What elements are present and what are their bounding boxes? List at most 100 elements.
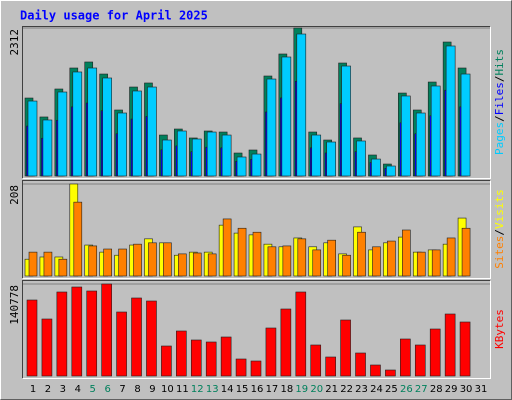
- bar: [102, 77, 112, 177]
- bar: [147, 86, 157, 177]
- bar: [430, 85, 441, 177]
- bar: [386, 165, 396, 177]
- x-tick-label: 23: [355, 384, 368, 395]
- legend-separator: /: [493, 229, 506, 236]
- bar: [176, 330, 187, 377]
- bar: [207, 253, 217, 277]
- bar: [43, 251, 53, 277]
- bar: [357, 231, 366, 277]
- bar: [431, 249, 441, 277]
- x-tick-label: 19: [295, 384, 308, 395]
- y-tick-label: 208: [8, 185, 21, 205]
- bar: [355, 352, 366, 377]
- bar: [222, 218, 232, 277]
- bar: [340, 319, 351, 377]
- x-tick-label: 18: [280, 384, 293, 395]
- x-tick-label: 16: [251, 384, 264, 395]
- bar: [27, 100, 38, 177]
- legend-entry: KBytes: [493, 309, 506, 349]
- x-tick-label: 31: [475, 384, 488, 395]
- x-tick-label: 24: [370, 384, 383, 395]
- x-tick-label: 15: [236, 384, 249, 395]
- y-tick-label: 140778: [8, 285, 21, 325]
- bar: [71, 286, 83, 377]
- bar: [326, 141, 336, 177]
- x-tick-label: 3: [60, 384, 66, 395]
- bar: [72, 71, 83, 177]
- bar: [190, 339, 202, 377]
- legend-entry: Pages: [493, 122, 506, 155]
- legend-separator: /: [493, 115, 506, 122]
- x-tick-label: 26: [400, 384, 413, 395]
- bar: [341, 65, 351, 177]
- legend-entry: Hits: [493, 49, 506, 76]
- bar: [265, 327, 277, 377]
- bar: [310, 344, 322, 377]
- bar: [205, 341, 217, 377]
- x-tick-label: 25: [385, 384, 398, 395]
- bar: [251, 153, 262, 177]
- bar: [73, 201, 83, 277]
- bar: [42, 119, 53, 177]
- panel-border-light: [22, 26, 491, 179]
- chart-title: Daily usage for April 2025: [20, 9, 208, 23]
- bar: [325, 356, 336, 377]
- bar: [385, 369, 396, 377]
- bar: [86, 290, 98, 377]
- bar: [342, 254, 351, 277]
- bar: [295, 291, 307, 377]
- bar: [281, 56, 292, 177]
- bar: [103, 248, 112, 277]
- bar: [235, 358, 247, 377]
- bar: [236, 156, 247, 177]
- bar: [58, 258, 68, 277]
- legend: KBytes: [493, 309, 506, 349]
- bar: [191, 138, 202, 177]
- bar: [416, 251, 426, 277]
- x-tick-label: 13: [206, 384, 219, 395]
- x-tick-label: 11: [176, 384, 189, 395]
- bar: [401, 95, 411, 177]
- x-tick-label: 14: [221, 384, 234, 395]
- bar: [311, 134, 322, 177]
- legend: Pages/Files/Hits: [493, 49, 506, 155]
- bar: [56, 291, 68, 377]
- x-tick-label: 12: [191, 384, 204, 395]
- bar: [444, 313, 456, 377]
- bar: [192, 252, 202, 277]
- bar: [400, 338, 411, 377]
- bar: [146, 300, 157, 377]
- bar: [402, 229, 411, 277]
- legend: Sites/Visits: [493, 189, 506, 269]
- panel-border-dark: [22, 180, 491, 279]
- bar: [429, 328, 441, 377]
- bar: [133, 243, 142, 277]
- x-tick-label: 7: [119, 384, 125, 395]
- x-tick-label: 6: [104, 384, 110, 395]
- x-tick-label: 30: [460, 384, 473, 395]
- bar: [101, 283, 112, 377]
- legend-entry: Sites: [493, 236, 506, 269]
- x-tick-label: 4: [75, 384, 81, 395]
- panel-border-dark: [22, 26, 491, 179]
- bar: [461, 227, 471, 277]
- bar: [148, 242, 157, 277]
- bar: [267, 246, 277, 277]
- panel-border-light: [22, 180, 491, 279]
- x-tick-label: 22: [340, 384, 353, 395]
- bar: [459, 321, 471, 377]
- bar: [296, 33, 307, 177]
- bar: [356, 140, 366, 177]
- bar: [371, 158, 381, 177]
- bar: [41, 318, 53, 377]
- bar: [117, 112, 127, 177]
- bar: [446, 237, 456, 277]
- x-tick-label: 20: [310, 384, 323, 395]
- bar: [116, 311, 127, 377]
- bar: [370, 364, 381, 377]
- x-tick-label: 21: [325, 384, 338, 395]
- bar: [280, 308, 292, 377]
